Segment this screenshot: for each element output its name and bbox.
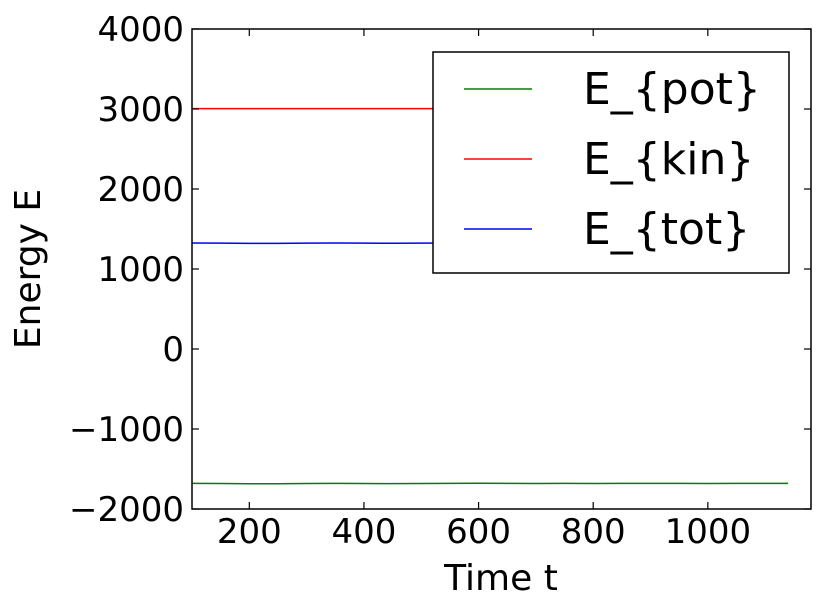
x-axis-label: Time t (443, 558, 558, 599)
legend-label: E_{tot} (583, 204, 750, 255)
y-tick-label: 0 (162, 330, 184, 370)
ticks-layer: 200 400 600 800 1000 −2000 −1000 0 1000 2000 3000 4… (69, 10, 811, 552)
y-tick-label: −2000 (69, 490, 184, 530)
y-tick-label: −1000 (69, 410, 184, 450)
x-tick-label: 600 (446, 512, 511, 552)
x-tick-label: 200 (217, 512, 282, 552)
y-tick-label: 3000 (97, 90, 184, 130)
x-tick-label: 1000 (665, 512, 752, 552)
x-tick-label: 400 (331, 512, 396, 552)
y-tick-label: 4000 (97, 10, 184, 50)
legend-label: E_{pot} (583, 64, 761, 115)
x-tick-label: 800 (561, 512, 626, 552)
series-line-0 (192, 482, 789, 485)
legend-label: E_{kin} (583, 134, 754, 185)
y-tick-label: 2000 (97, 170, 184, 210)
legend: E_{pot} E_{kin} E_{tot} (432, 51, 790, 274)
y-tick-label: 1000 (97, 250, 184, 290)
y-axis-label: Energy E (8, 189, 49, 349)
